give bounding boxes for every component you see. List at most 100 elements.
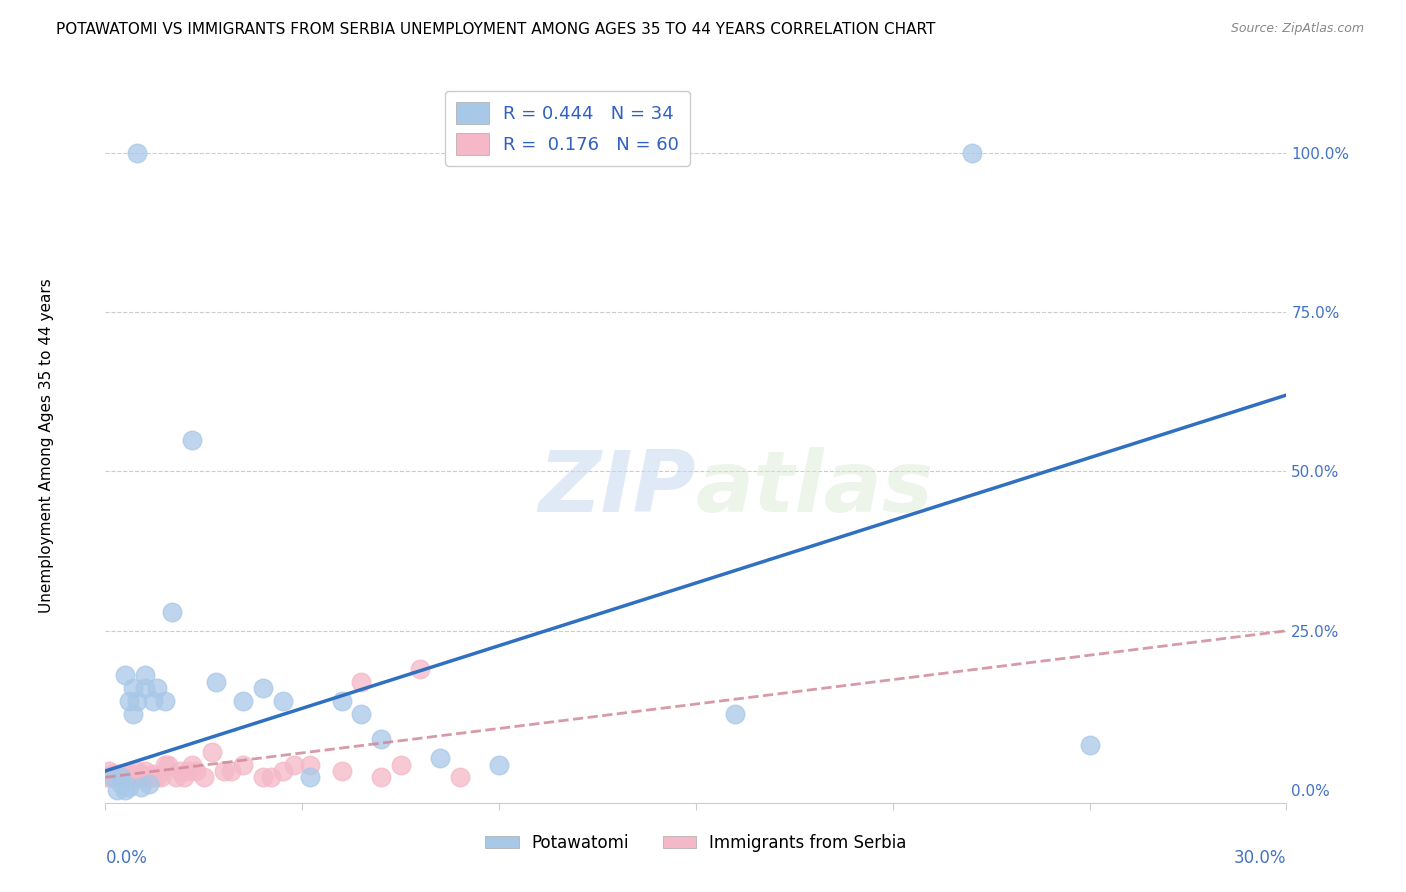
Text: 30.0%: 30.0% [1234, 849, 1286, 867]
Point [260, 770, 283, 784]
Point [103, 770, 125, 784]
Text: atlas: atlas [696, 447, 934, 531]
Point [193, 770, 215, 784]
Point [129, 780, 152, 794]
Point [110, 770, 132, 784]
Point [134, 668, 156, 682]
Point [98, 770, 121, 784]
Point [389, 757, 412, 772]
Point [125, 694, 148, 708]
Point [429, 751, 451, 765]
Point [370, 732, 392, 747]
Point [330, 694, 353, 708]
Text: ZIP: ZIP [538, 447, 696, 531]
Point [125, 145, 148, 160]
Point [114, 668, 136, 682]
Point [110, 770, 132, 784]
Point [184, 764, 207, 778]
Point [103, 770, 125, 784]
Point [134, 681, 156, 695]
Point [122, 767, 145, 781]
Point [177, 764, 200, 778]
Point [98, 764, 121, 778]
Point [204, 674, 226, 689]
Point [1078, 739, 1101, 753]
Point [114, 770, 136, 784]
Text: Source: ZipAtlas.com: Source: ZipAtlas.com [1230, 22, 1364, 36]
Point [409, 662, 432, 676]
Point [299, 770, 322, 784]
Point [114, 767, 136, 781]
Point [118, 694, 141, 708]
Point [105, 770, 128, 784]
Point [201, 745, 224, 759]
Point [125, 770, 148, 784]
Point [169, 764, 191, 778]
Point [122, 706, 145, 721]
Point [129, 770, 152, 784]
Point [129, 767, 152, 781]
Point [145, 681, 167, 695]
Point [299, 757, 322, 772]
Point [960, 145, 983, 160]
Point [103, 767, 125, 781]
Point [138, 770, 160, 784]
Point [122, 770, 145, 784]
Legend: Potawatomi, Immigrants from Serbia: Potawatomi, Immigrants from Serbia [478, 828, 914, 859]
Point [142, 694, 165, 708]
Point [271, 764, 294, 778]
Point [105, 770, 128, 784]
Point [449, 770, 471, 784]
Point [134, 764, 156, 778]
Point [724, 706, 747, 721]
Point [149, 770, 172, 784]
Point [488, 757, 510, 772]
Point [350, 674, 373, 689]
Point [350, 706, 373, 721]
Point [138, 777, 160, 791]
Point [232, 757, 254, 772]
Point [122, 770, 145, 784]
Point [142, 770, 165, 784]
Point [105, 767, 128, 781]
Point [114, 770, 136, 784]
Point [370, 770, 392, 784]
Point [110, 767, 132, 781]
Point [252, 681, 274, 695]
Point [134, 770, 156, 784]
Point [181, 757, 204, 772]
Point [162, 605, 184, 619]
Point [142, 767, 165, 781]
Point [125, 764, 148, 778]
Point [138, 770, 160, 784]
Point [114, 770, 136, 784]
Point [153, 757, 176, 772]
Text: Unemployment Among Ages 35 to 44 years: Unemployment Among Ages 35 to 44 years [39, 278, 53, 614]
Point [118, 780, 141, 794]
Point [221, 764, 243, 778]
Point [118, 767, 141, 781]
Point [122, 681, 145, 695]
Point [105, 783, 128, 797]
Point [157, 757, 180, 772]
Point [145, 770, 167, 784]
Point [94, 770, 117, 784]
Point [271, 694, 294, 708]
Point [212, 764, 235, 778]
Point [153, 694, 176, 708]
Point [283, 757, 305, 772]
Point [232, 694, 254, 708]
Point [110, 767, 132, 781]
Point [252, 770, 274, 784]
Point [118, 767, 141, 781]
Point [330, 764, 353, 778]
Text: POTAWATOMI VS IMMIGRANTS FROM SERBIA UNEMPLOYMENT AMONG AGES 35 TO 44 YEARS CORR: POTAWATOMI VS IMMIGRANTS FROM SERBIA UNE… [56, 22, 935, 37]
Point [110, 770, 132, 784]
Point [118, 770, 141, 784]
Point [110, 777, 132, 791]
Point [165, 770, 187, 784]
Point [173, 770, 195, 784]
Text: 0.0%: 0.0% [105, 849, 148, 867]
Point [103, 770, 125, 784]
Point [114, 783, 136, 797]
